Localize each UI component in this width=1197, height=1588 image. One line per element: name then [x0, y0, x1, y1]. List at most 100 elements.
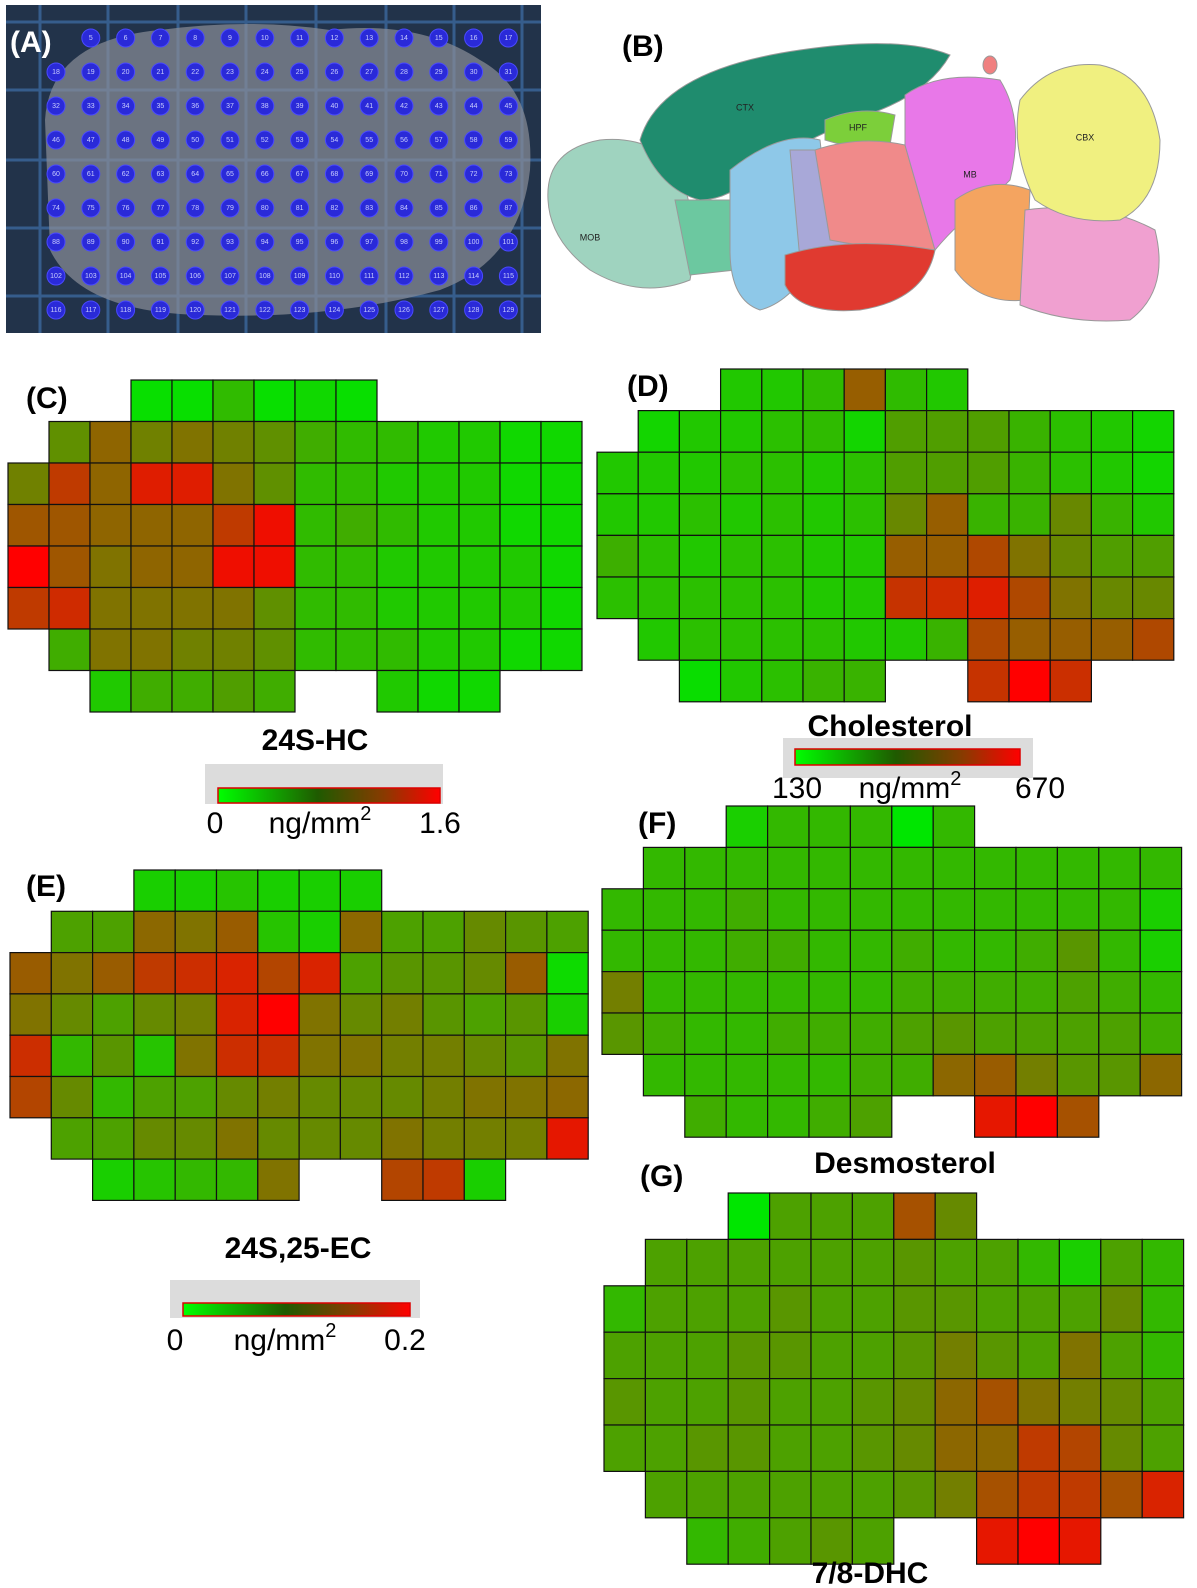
heatmap-cell	[423, 1077, 464, 1118]
heatmap-cell	[299, 953, 340, 994]
heatmap-cell	[687, 1379, 728, 1425]
panel-title: 7/8-DHC	[812, 1557, 929, 1588]
heatmap-cell	[638, 577, 679, 619]
heatmap-cell	[728, 1379, 769, 1425]
heatmap-cell	[295, 505, 336, 547]
spot-number: 78	[191, 205, 199, 212]
heatmap-cell	[770, 1471, 811, 1517]
heatmap-cell	[726, 972, 767, 1013]
heatmap-cell	[975, 1096, 1016, 1137]
heatmap-cell	[547, 911, 588, 952]
heatmap-cell	[1009, 411, 1050, 453]
heatmap-cell	[894, 1425, 935, 1471]
heatmap-cell	[459, 463, 500, 505]
heatmap-cell	[809, 889, 850, 930]
heatmap-cell	[464, 953, 505, 994]
heatmap-cell	[844, 619, 885, 661]
heatmap-cell	[1142, 1471, 1183, 1517]
heatmap-cell	[547, 1035, 588, 1076]
heatmap-cell	[51, 953, 92, 994]
heatmap-cell	[377, 671, 418, 713]
spot-number: 119	[155, 307, 166, 314]
heatmap-cell	[927, 369, 968, 411]
heatmap-cell	[172, 629, 213, 671]
heatmap-cell	[850, 847, 891, 888]
heatmap-cell	[172, 588, 213, 630]
heatmap-cell	[217, 953, 258, 994]
heatmap-cell	[844, 535, 885, 577]
heatmap-cell	[299, 911, 340, 952]
heatmap-cell	[809, 1096, 850, 1137]
heatmap-cell	[638, 411, 679, 453]
heatmap-cell	[927, 577, 968, 619]
heatmap-cell	[933, 930, 974, 971]
region-label: MB	[963, 169, 977, 179]
heatmap-cell	[892, 1054, 933, 1095]
spot-number: 116	[50, 307, 61, 314]
heatmap-cell	[933, 1054, 974, 1095]
spot-number: 6	[124, 35, 128, 42]
heatmap-cell	[258, 1118, 299, 1159]
heatmap-cell	[1050, 619, 1091, 661]
spot-number: 91	[157, 239, 165, 246]
region-label: CBX	[1076, 132, 1095, 142]
heatmap-cell	[49, 463, 90, 505]
heatmap-cell	[254, 671, 295, 713]
heatmap-cell	[340, 1035, 381, 1076]
heatmap-cell	[51, 911, 92, 952]
heatmap-cell	[213, 380, 254, 422]
heatmap-cell	[131, 463, 172, 505]
heatmap-cell	[1059, 1379, 1100, 1425]
heatmap-cell	[927, 452, 968, 494]
heatmap-cell	[340, 953, 381, 994]
heatmap-cell	[809, 1054, 850, 1095]
heatmap-cell	[382, 1159, 423, 1200]
heatmap-cell	[643, 1054, 684, 1095]
heatmap-cell	[134, 1077, 175, 1118]
heatmap-cell	[423, 1159, 464, 1200]
medulla	[1020, 208, 1159, 322]
heatmap-cell	[768, 889, 809, 930]
spot-number: 9	[228, 35, 232, 42]
heatmap-cell	[1101, 1239, 1142, 1285]
colorbar	[795, 749, 1020, 765]
heatmap-cell	[506, 911, 547, 952]
heatmap-cell	[254, 629, 295, 671]
heatmap-cell	[1057, 1013, 1098, 1054]
heatmap-cell	[602, 889, 643, 930]
heatmap-cell	[1133, 494, 1174, 536]
panel-title: Cholesterol	[807, 710, 972, 743]
heatmap-cell	[217, 911, 258, 952]
heatmap-cell	[1018, 1471, 1059, 1517]
heatmap-cell	[762, 577, 803, 619]
spot-number: 126	[398, 307, 410, 314]
heatmap-cell	[643, 930, 684, 971]
heatmap-cell	[258, 953, 299, 994]
heatmap-cell	[500, 546, 541, 588]
spot-number: 113	[433, 273, 444, 280]
heatmap-cell	[728, 1193, 769, 1239]
heatmap-cell	[1101, 1286, 1142, 1332]
panel-b	[548, 44, 1160, 321]
heatmap-cell	[844, 577, 885, 619]
heatmap-cell	[728, 1471, 769, 1517]
heatmap-cell	[1057, 1054, 1098, 1095]
spot-number: 83	[365, 205, 373, 212]
heatmap-cell	[1059, 1518, 1100, 1564]
unit-exponent: 2	[325, 1320, 336, 1342]
heatmap-cell	[258, 870, 299, 911]
heatmap-cell	[687, 1239, 728, 1285]
heatmap-cell	[602, 1013, 643, 1054]
heatmap-cell	[604, 1332, 645, 1378]
spot-number: 72	[470, 171, 478, 178]
heatmap-cell	[975, 930, 1016, 971]
heatmap-cell	[977, 1379, 1018, 1425]
heatmap-cell	[295, 629, 336, 671]
spot-number: 8	[193, 35, 197, 42]
spot-number: 103	[85, 273, 97, 280]
heatmap-cell	[685, 847, 726, 888]
heatmap-cell	[687, 1425, 728, 1471]
spot-number: 128	[468, 307, 480, 314]
spot-number: 112	[398, 273, 409, 280]
heatmap-cell	[1018, 1286, 1059, 1332]
